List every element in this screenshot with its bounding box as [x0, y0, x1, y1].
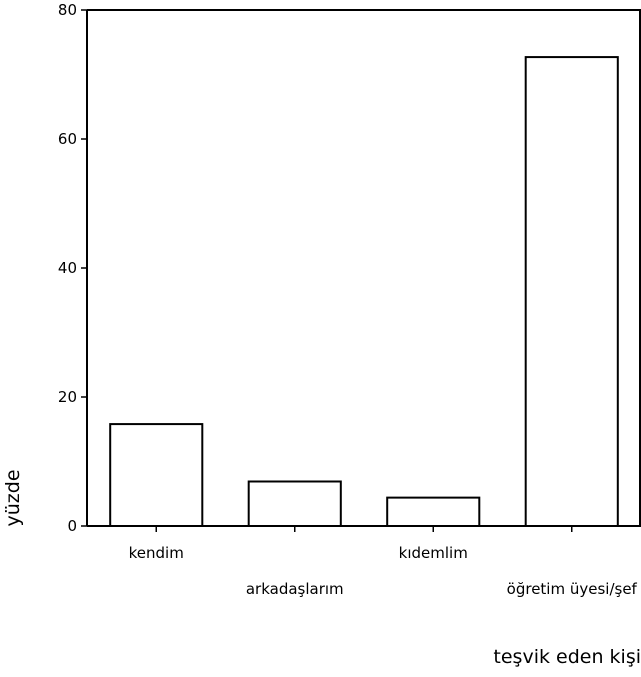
- x-tick-label: kıdemlim: [399, 544, 468, 562]
- y-axis-title: yüzde: [2, 469, 24, 526]
- bar: [386, 496, 481, 527]
- bar: [109, 423, 204, 527]
- bar: [524, 56, 619, 528]
- y-tick-label: 40: [58, 259, 77, 277]
- ticks: 0 20 40 60 80 kendim arkadaşlarım kıdemlim öğret…: [58, 1, 638, 598]
- bars: [109, 56, 619, 528]
- x-tick-label: kendim: [129, 544, 184, 562]
- x-tick-label: öğretim üyesi/şef: [507, 580, 638, 598]
- y-tick-label: 0: [67, 517, 77, 535]
- x-axis-title: teşvik eden kişi: [493, 646, 641, 668]
- y-tick-label: 80: [58, 1, 77, 19]
- y-tick-label: 60: [58, 130, 77, 148]
- bar: [247, 480, 342, 527]
- y-tick-label: 20: [58, 388, 77, 406]
- x-tick-label: arkadaşlarım: [246, 580, 344, 598]
